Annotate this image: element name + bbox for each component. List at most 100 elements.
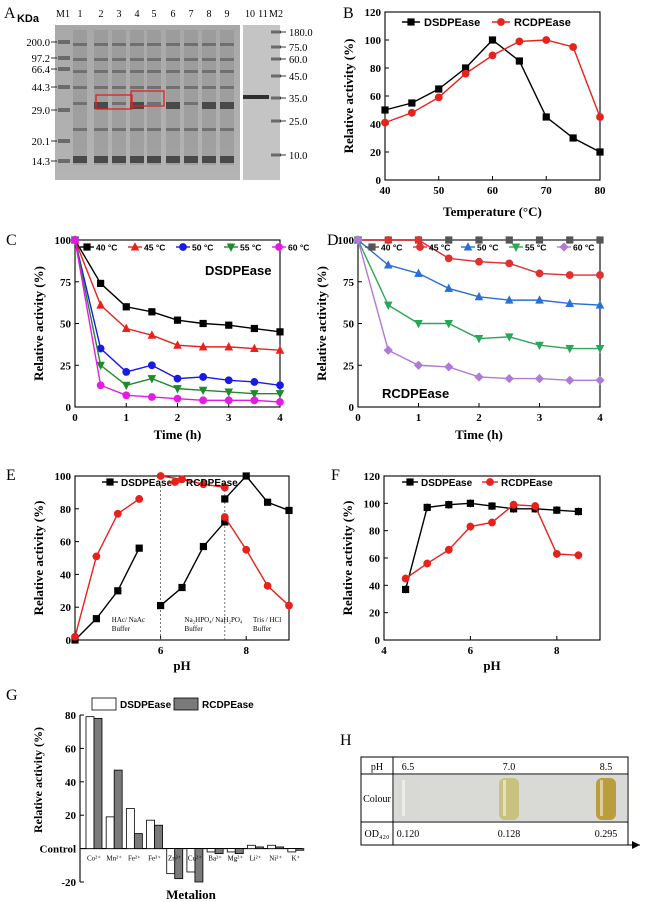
x-tick-label: 40 (380, 185, 392, 197)
gel-band (58, 108, 70, 112)
arrow-head (632, 841, 640, 849)
x-axis-label: pH (483, 658, 500, 673)
legend-label: DSDPEase (120, 700, 172, 711)
left-marker-label: 97.2 (32, 54, 50, 65)
bar (85, 716, 95, 849)
y-tick-label: 60 (65, 743, 77, 755)
data-point (475, 257, 483, 266)
data-point (147, 330, 157, 339)
data-point (199, 396, 208, 405)
data-point (565, 345, 575, 354)
legend-marker (83, 243, 91, 251)
cell-value: 7.0 (503, 762, 516, 773)
data-point (71, 236, 79, 244)
gel-band (130, 156, 144, 163)
gel-band (184, 102, 198, 105)
gel-band (220, 70, 234, 73)
data-point (224, 388, 234, 397)
data-point (542, 36, 551, 44)
panel-annotation: RCDPEase (382, 386, 449, 401)
buffer-label-line2: Buffer (112, 625, 131, 633)
row-label: pH (371, 762, 383, 773)
y-tick-label: 80 (370, 63, 382, 75)
data-point (565, 271, 574, 279)
data-point (113, 509, 122, 518)
data-point (250, 390, 259, 399)
gel-band (202, 70, 216, 73)
gel-band (220, 43, 234, 46)
gel-band (220, 156, 234, 163)
data-point (122, 368, 131, 376)
gel-band (220, 86, 234, 89)
lane-label: 11 (258, 9, 268, 20)
data-point (509, 500, 518, 509)
bar (255, 846, 264, 849)
row-label: OD₄₂₀ (365, 829, 390, 840)
data-point (156, 472, 165, 480)
data-point (488, 36, 497, 44)
gel-band (94, 70, 108, 73)
data-point (199, 480, 208, 489)
gel-band (130, 58, 144, 61)
cell-value: 8.5 (600, 762, 613, 773)
gel-band (220, 102, 234, 109)
lane-label: 3 (117, 9, 122, 20)
data-point (220, 483, 229, 492)
cell-value: 0.128 (498, 829, 521, 840)
gel-band (94, 43, 108, 46)
gel-lane-smear (220, 30, 234, 165)
bar (194, 848, 204, 883)
x-tick-label: 8 (243, 645, 249, 657)
data-point (353, 235, 363, 245)
data-point (250, 378, 259, 386)
data-point (531, 502, 540, 510)
gel-band (166, 128, 180, 131)
tube-highlight (600, 780, 603, 816)
category-label: Zn²⁺ (168, 855, 182, 863)
y-tick-label: 100 (364, 498, 381, 510)
data-point (466, 499, 475, 507)
data-point (504, 373, 514, 384)
tube-highlight (402, 780, 405, 816)
data-point (444, 362, 454, 372)
gel-band (271, 45, 281, 49)
tube-image (596, 778, 616, 820)
data-point (401, 574, 410, 583)
y-tick-label: 40 (369, 580, 381, 592)
legend-label: 60 °C (288, 243, 309, 253)
category-label: Fe²⁺ (128, 855, 141, 863)
data-point (122, 391, 131, 400)
gel-band (147, 43, 161, 46)
panel-letter-b: B (343, 5, 354, 22)
row-label: Colour (363, 794, 391, 805)
gel-band (94, 128, 108, 131)
x-tick-label: 6 (468, 645, 474, 657)
lane-label: 10 (245, 9, 255, 20)
data-point (444, 319, 454, 329)
x-axis-label: Temperature (°C) (443, 204, 542, 219)
y-axis-label: Relative activity (%) (340, 501, 355, 616)
gel-band (147, 58, 161, 61)
data-point (475, 236, 483, 244)
data-point (414, 319, 423, 329)
panel-letter-g: G (6, 687, 18, 704)
x-tick-label: 4 (277, 412, 283, 424)
data-point (535, 341, 544, 351)
y-tick-label: 20 (369, 608, 381, 620)
legend-label: 40 °C (96, 243, 117, 253)
category-label: Cu²⁺ (188, 855, 202, 863)
y-tick-label: 40 (370, 119, 382, 131)
data-point (565, 375, 575, 385)
legend-marker (171, 478, 179, 486)
gel-band (202, 156, 216, 163)
x-tick-label: 6 (158, 645, 164, 657)
gel-band (130, 86, 144, 89)
data-point (383, 345, 393, 355)
data-point (565, 298, 575, 307)
data-point (574, 507, 583, 516)
tube-highlight (503, 780, 506, 816)
data-point (178, 583, 186, 592)
gel-band (147, 128, 161, 131)
y-axis-label: Relative activity (%) (314, 266, 329, 381)
